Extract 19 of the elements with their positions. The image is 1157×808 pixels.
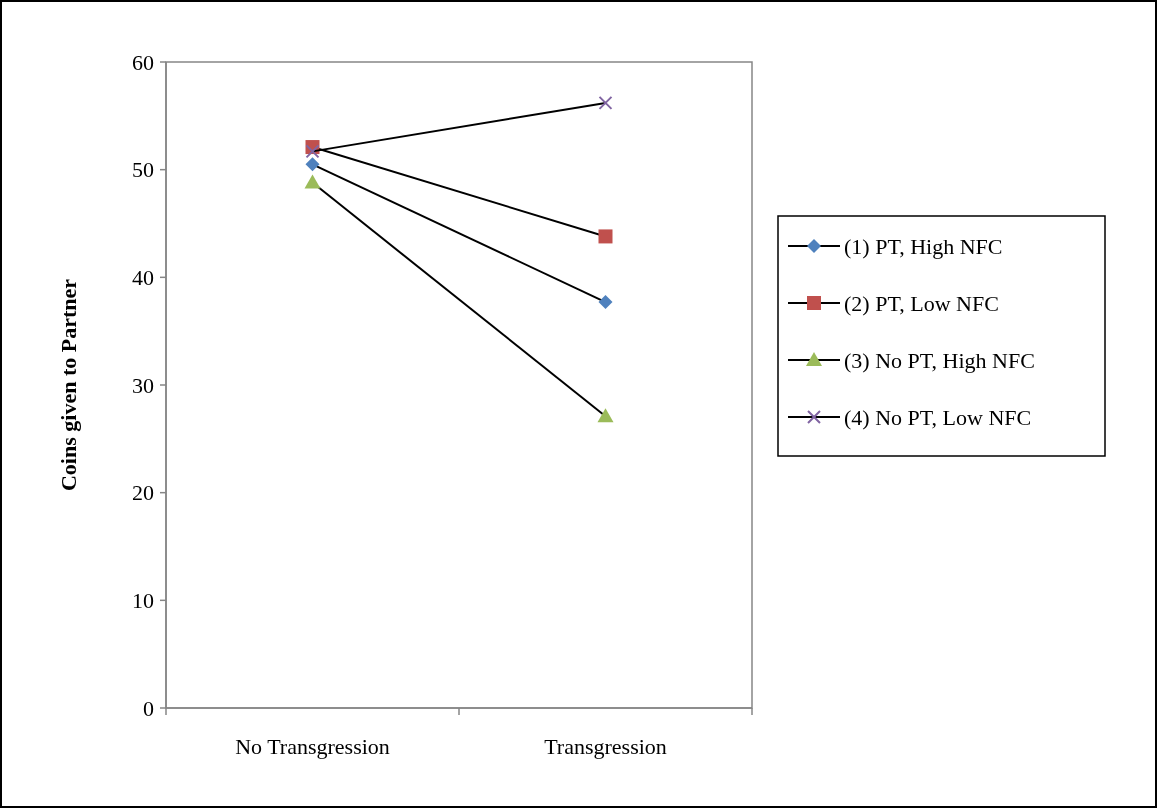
y-tick-label: 0: [143, 695, 154, 721]
legend-label: (1) PT, High NFC: [844, 233, 1003, 259]
legend-label: (2) PT, Low NFC: [844, 290, 999, 316]
point: [598, 229, 613, 244]
legend-label: (3) No PT, High NFC: [844, 347, 1035, 373]
point: [305, 144, 320, 159]
y-tick-label: 50: [132, 157, 154, 183]
point: [598, 95, 613, 110]
point: [598, 295, 613, 310]
y-tick-label: 60: [132, 49, 154, 75]
y-tick-label: 30: [132, 372, 154, 398]
y-axis-title: Coins given to Partner: [56, 278, 81, 492]
y-tick-label: 20: [132, 480, 154, 506]
y-tick-label: 10: [132, 588, 154, 614]
legend-label: (4) No PT, Low NFC: [844, 404, 1032, 430]
point: [305, 157, 320, 172]
x-tick-label: No Transgression: [235, 734, 390, 759]
y-tick-label: 40: [132, 265, 154, 291]
x-tick-label: Transgression: [544, 734, 667, 759]
